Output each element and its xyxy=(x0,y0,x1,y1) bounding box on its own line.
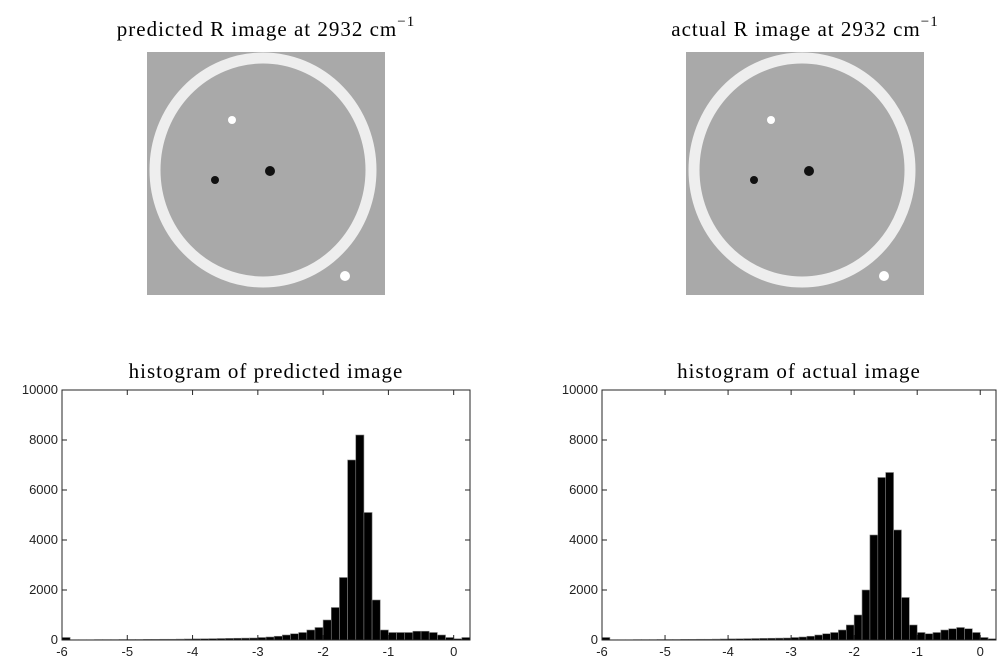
bar xyxy=(964,628,973,641)
bar xyxy=(396,632,406,641)
x-tick-label: -1 xyxy=(383,644,395,659)
dot xyxy=(211,176,219,184)
bar xyxy=(273,635,283,641)
axes-box xyxy=(61,389,471,641)
y-tick-label: 6000 xyxy=(569,482,598,497)
bar xyxy=(814,634,823,641)
y-tick-label: 6000 xyxy=(29,482,58,497)
y-tick-label: 2000 xyxy=(569,582,598,597)
x-tick-label: -6 xyxy=(56,644,68,659)
bar xyxy=(282,634,291,641)
bar xyxy=(853,614,863,641)
y-tick-label: 10000 xyxy=(22,382,58,397)
x-tick-label: -3 xyxy=(252,644,264,659)
x-tick-label: -5 xyxy=(659,644,671,659)
x-tick-label: -3 xyxy=(785,644,797,659)
title-superscript: −1 xyxy=(921,14,939,30)
ring xyxy=(149,52,377,288)
x-tick-label: -2 xyxy=(848,644,860,659)
y-tick-label: 8000 xyxy=(29,432,58,447)
bar xyxy=(877,477,886,641)
x-tick-label: 0 xyxy=(450,644,457,659)
bar xyxy=(956,627,965,641)
image-panel xyxy=(147,52,385,295)
bar xyxy=(306,629,316,641)
dot xyxy=(804,166,814,176)
x-tick-label: -1 xyxy=(911,644,923,659)
title-superscript: −1 xyxy=(397,14,415,30)
bar xyxy=(932,632,942,641)
bar xyxy=(363,512,373,641)
bar xyxy=(924,633,934,641)
y-tick-label: 2000 xyxy=(29,582,58,597)
y-tick-label: 4000 xyxy=(569,532,598,547)
chart-title: histogram of predicted image xyxy=(129,359,404,383)
bar xyxy=(909,624,918,641)
x-tick-label: 0 xyxy=(977,644,984,659)
bar xyxy=(298,632,308,641)
x-tick-label: -6 xyxy=(596,644,608,659)
bar xyxy=(404,632,414,641)
y-tick-label: 0 xyxy=(591,632,598,647)
title-text: predicted R image at 2932 cm xyxy=(117,17,398,41)
bar xyxy=(822,633,831,641)
y-tick-label: 0 xyxy=(51,632,58,647)
chart-title: histogram of actual image xyxy=(677,359,921,383)
bar xyxy=(388,632,397,641)
y-tick-label: 8000 xyxy=(569,432,598,447)
image-title: actual R image at 2932 cm−1 xyxy=(671,14,938,41)
bar xyxy=(901,597,910,641)
axes-box xyxy=(601,389,997,641)
bar xyxy=(420,630,430,641)
bar xyxy=(339,577,348,641)
dot xyxy=(340,271,350,281)
title-text: actual R image at 2932 cm xyxy=(671,17,921,41)
x-tick-label: -4 xyxy=(187,644,199,659)
bar xyxy=(355,434,365,641)
bar xyxy=(845,624,855,641)
bar xyxy=(972,632,981,641)
y-tick-label: 10000 xyxy=(562,382,598,397)
image-panel xyxy=(686,52,924,295)
dot xyxy=(265,166,275,176)
bar xyxy=(861,589,871,641)
bar xyxy=(412,630,422,641)
bar xyxy=(347,459,357,641)
bar xyxy=(428,632,438,641)
bar xyxy=(290,633,299,641)
dot xyxy=(750,176,758,184)
bar xyxy=(379,629,389,641)
bar xyxy=(948,628,957,641)
bar xyxy=(314,627,324,641)
dot xyxy=(228,116,236,124)
x-tick-label: -2 xyxy=(317,644,329,659)
image-title: predicted R image at 2932 cm−1 xyxy=(117,14,415,41)
dot xyxy=(767,116,775,124)
bar xyxy=(806,635,816,641)
bar xyxy=(838,629,847,641)
bar xyxy=(322,619,332,641)
bar xyxy=(869,534,879,641)
bar xyxy=(830,632,839,641)
y-tick-label: 4000 xyxy=(29,532,58,547)
ring xyxy=(688,52,916,288)
bar xyxy=(371,599,381,641)
bar xyxy=(940,629,950,641)
bar xyxy=(330,607,340,641)
dot xyxy=(879,271,889,281)
x-tick-label: -5 xyxy=(121,644,133,659)
bar xyxy=(893,529,902,641)
bar xyxy=(437,634,446,641)
bar xyxy=(885,472,894,641)
bar xyxy=(916,632,926,641)
x-tick-label: -4 xyxy=(722,644,734,659)
